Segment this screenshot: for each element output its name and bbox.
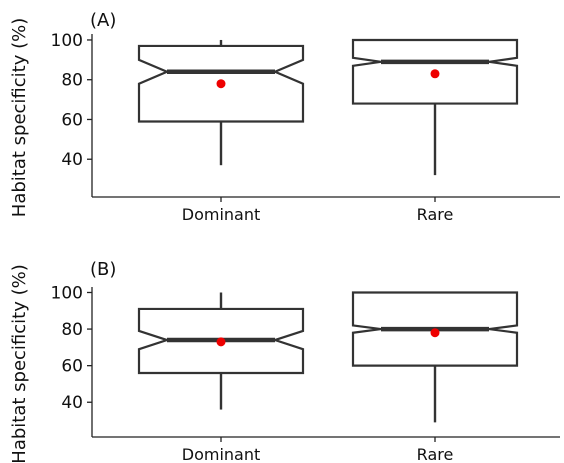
y-tick-label: 60: [61, 357, 83, 377]
box-rare: [351, 291, 519, 423]
mean-point: [216, 79, 226, 89]
y-tick-label: 40: [61, 393, 83, 413]
mean-point: [430, 328, 440, 338]
box-dominant: [137, 39, 305, 166]
panel-b: 40 60 80 100 Dominant Rare Habitat specificity…: [9, 259, 560, 463]
panel-label: (B): [90, 259, 116, 280]
mean-point: [216, 337, 226, 347]
x-tick-label-dominant: Dominant: [182, 445, 261, 463]
y-tick-label: 80: [61, 71, 83, 91]
y-tick-label: 100: [51, 283, 83, 303]
panel-label: (A): [90, 10, 116, 31]
x-tick-label-rare: Rare: [417, 445, 454, 463]
box-dominant: [137, 292, 305, 410]
box-rare: [351, 38, 519, 176]
y-tick-label: 60: [61, 110, 83, 130]
mean-point: [430, 69, 440, 79]
y-tick-label: 100: [51, 31, 83, 51]
y-tick-label: 40: [61, 150, 83, 170]
y-axis-title: Habitat specificity (%): [9, 264, 30, 463]
panel-a: 40 60 80 100 Dominant Rare Habitat specificity…: [9, 10, 560, 224]
x-tick-label-dominant: Dominant: [182, 205, 261, 224]
y-axis-title: Habitat specificity (%): [9, 18, 30, 217]
y-tick-label: 80: [61, 320, 83, 340]
x-tick-label-rare: Rare: [417, 205, 454, 224]
